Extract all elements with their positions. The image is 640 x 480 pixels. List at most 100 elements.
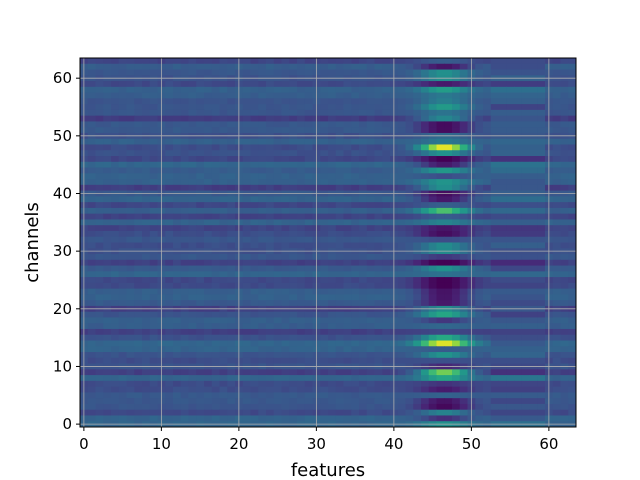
heatmap-cell: [413, 294, 422, 301]
heatmap-cell: [366, 63, 375, 71]
heatmap-cell: [219, 144, 228, 151]
heatmap-cell: [258, 282, 267, 290]
heatmap-cell: [281, 184, 290, 192]
heatmap-cell: [188, 109, 197, 117]
heatmap-cell: [343, 219, 352, 226]
heatmap-cell: [87, 340, 96, 347]
heatmap-cell: [273, 173, 282, 180]
heatmap-cell: [134, 63, 143, 71]
heatmap-cell: [498, 69, 507, 76]
heatmap-cell: [118, 127, 127, 134]
heatmap-cell: [149, 225, 158, 232]
heatmap-cell: [134, 109, 143, 117]
heatmap-cell: [266, 138, 275, 145]
heatmap-cell: [204, 415, 213, 422]
heatmap-cell: [428, 144, 437, 151]
heatmap-cell: [204, 254, 213, 261]
heatmap-cell: [498, 254, 507, 261]
heatmap-cell: [227, 357, 236, 365]
heatmap-cell: [382, 340, 391, 347]
heatmap-cell: [490, 104, 499, 111]
heatmap-cell: [250, 86, 259, 94]
heatmap-cell: [459, 288, 468, 295]
heatmap-cell: [204, 317, 213, 324]
heatmap-cell: [521, 144, 530, 151]
heatmap-cell: [521, 328, 530, 336]
heatmap-cell: [258, 403, 267, 411]
heatmap-cell: [126, 375, 135, 382]
heatmap-cell: [452, 375, 461, 382]
heatmap-cell: [521, 179, 530, 186]
heatmap-cell: [111, 288, 120, 295]
heatmap-cell: [537, 311, 546, 318]
heatmap-cell: [95, 104, 104, 111]
heatmap-cell: [188, 144, 197, 151]
heatmap-cell: [227, 259, 236, 267]
heatmap-cell: [397, 409, 406, 416]
heatmap-cell: [537, 202, 546, 209]
heatmap-cell: [335, 323, 344, 330]
heatmap-cell: [142, 92, 151, 99]
heatmap-cell: [351, 409, 360, 416]
heatmap-cell: [304, 202, 313, 209]
heatmap-cell: [568, 300, 577, 307]
heatmap-cell: [250, 167, 259, 174]
heatmap-cell: [242, 81, 251, 88]
heatmap-cell: [258, 311, 267, 318]
heatmap-cell: [165, 63, 174, 71]
heatmap-cell: [405, 225, 414, 232]
heatmap-cell: [126, 386, 135, 393]
heatmap-cell: [529, 346, 538, 353]
heatmap-cell: [258, 328, 267, 336]
heatmap-cell: [335, 409, 344, 416]
heatmap-cell: [366, 86, 375, 94]
heatmap-cell: [165, 127, 174, 134]
heatmap-cell: [281, 254, 290, 261]
heatmap-cell: [111, 415, 120, 422]
heatmap-cell: [552, 340, 561, 347]
heatmap-cell: [134, 86, 143, 94]
heatmap-cell: [421, 109, 430, 117]
heatmap-cell: [103, 98, 112, 105]
heatmap-cell: [490, 369, 499, 376]
heatmap-cell: [537, 144, 546, 151]
heatmap-cell: [328, 86, 337, 94]
heatmap-cell: [405, 346, 414, 353]
heatmap-cell: [421, 184, 430, 192]
heatmap-cell: [444, 167, 453, 174]
heatmap-cell: [103, 317, 112, 324]
heatmap-cell: [87, 386, 96, 393]
heatmap-cell: [111, 254, 120, 261]
heatmap-cell: [351, 213, 360, 220]
heatmap-cell: [289, 213, 298, 220]
heatmap-cell: [142, 121, 151, 128]
heatmap-cell: [103, 294, 112, 301]
heatmap-cell: [304, 340, 313, 347]
heatmap-cell: [173, 144, 182, 151]
heatmap-cell: [514, 403, 523, 411]
heatmap-cell: [374, 184, 383, 192]
heatmap-cell: [560, 144, 569, 151]
heatmap-cell: [498, 288, 507, 295]
heatmap-cell: [436, 156, 445, 163]
heatmap-cell: [514, 213, 523, 220]
heatmap-cell: [359, 375, 368, 382]
heatmap-cell: [134, 98, 143, 105]
heatmap-cell: [281, 409, 290, 416]
heatmap-cell: [366, 392, 375, 399]
heatmap-cell: [173, 109, 182, 117]
heatmap-cell: [165, 409, 174, 416]
heatmap-cell: [165, 81, 174, 88]
heatmap-cell: [444, 392, 453, 399]
heatmap-cell: [297, 115, 306, 122]
heatmap-cell: [111, 86, 120, 94]
heatmap-cell: [273, 271, 282, 278]
heatmap-cell: [351, 156, 360, 163]
heatmap-cell: [304, 167, 313, 174]
heatmap-cell: [281, 121, 290, 128]
heatmap-cell: [142, 259, 151, 267]
y-tick-label: 60: [53, 69, 72, 87]
heatmap-cell: [204, 115, 213, 122]
heatmap-cell: [142, 288, 151, 295]
heatmap-cell: [273, 121, 282, 128]
